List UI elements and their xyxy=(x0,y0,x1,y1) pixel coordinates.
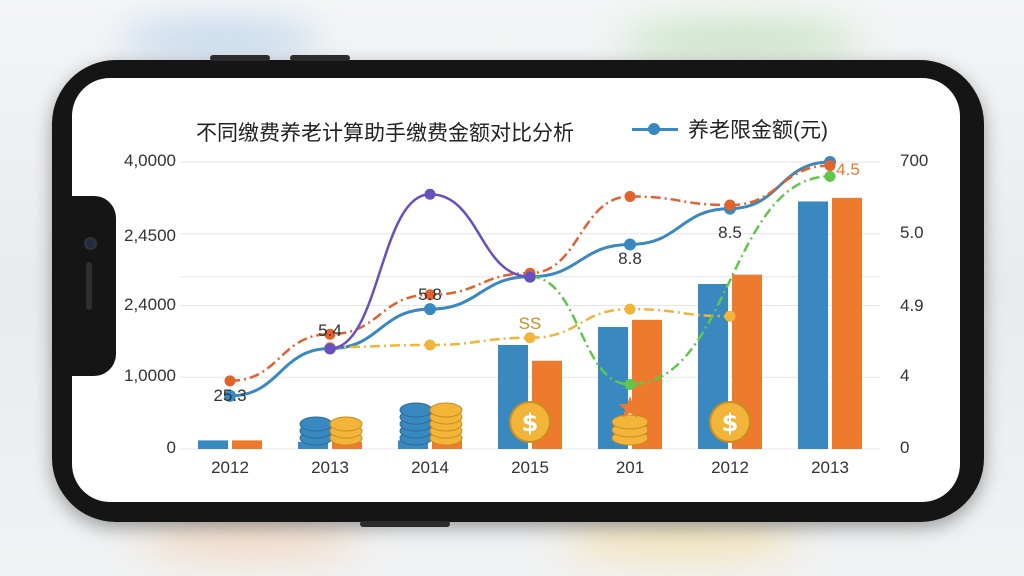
x-axis-tick-label: 2013 xyxy=(811,458,849,477)
data-label: 5.4 xyxy=(318,320,342,340)
series-point xyxy=(624,303,636,315)
series-point xyxy=(624,238,636,251)
data-label: 8.8 xyxy=(618,249,642,269)
background-blur-blob xyxy=(140,520,360,560)
data-label: 4.5 xyxy=(836,159,860,179)
y-axis-tick-label: 1,0000 xyxy=(124,366,176,386)
chart-legend: 养老限金额(元) xyxy=(632,114,828,144)
series-point xyxy=(524,332,536,344)
coin-stack-icon xyxy=(399,402,433,418)
x-axis-tick-label: 2012 xyxy=(711,458,749,477)
x-axis-tick-label: 201 xyxy=(615,458,645,477)
dollar-coin-icon xyxy=(509,401,551,443)
data-label: 25.3 xyxy=(213,385,247,405)
data-label: 5.8 xyxy=(418,285,442,305)
x-axis-tick-label: 2014 xyxy=(411,458,449,477)
y2-axis-tick-label: 0 xyxy=(900,438,910,457)
series-point xyxy=(724,310,736,322)
series-point xyxy=(724,199,736,211)
y2-axis-tick-label: 4 xyxy=(900,366,910,386)
series-point xyxy=(624,190,636,202)
series-point xyxy=(424,289,436,301)
phone-side-button xyxy=(290,55,350,61)
x-axis-tick-label: 2012 xyxy=(211,458,249,477)
y-axis-tick-label: 4,0000 xyxy=(124,151,176,170)
y-axis-tick-label: 2,4500 xyxy=(124,226,176,246)
y2-axis-tick-label: 4.9 xyxy=(900,295,924,315)
y-axis-tick-label: 0 xyxy=(166,438,176,457)
y-axis-tick-label: 2,4000 xyxy=(124,294,176,314)
data-label: 8.5 xyxy=(718,222,742,242)
y2-axis-tick-label: 5.0 xyxy=(900,222,924,242)
series-point xyxy=(824,160,836,172)
series-point xyxy=(224,389,236,402)
series-line xyxy=(529,175,831,386)
bar xyxy=(832,197,862,449)
series-point xyxy=(424,339,436,351)
series-point xyxy=(224,375,236,387)
series-point xyxy=(524,271,536,283)
phone-side-button xyxy=(210,55,270,61)
dollar-coin-icon: $ xyxy=(722,409,739,437)
coin-stack-icon xyxy=(299,416,333,432)
bar xyxy=(298,441,328,449)
data-label: SS xyxy=(518,313,542,333)
bar xyxy=(198,440,228,449)
background-blur-blob xyxy=(620,20,860,60)
legend-label: 养老限金额(元) xyxy=(688,119,828,142)
series-point xyxy=(424,188,436,200)
coin-stack-icon xyxy=(429,402,463,418)
legend-line-marker xyxy=(632,121,678,137)
star-coin-icon xyxy=(618,396,642,418)
background-blur-blob xyxy=(560,520,800,560)
dollar-coin-icon: $ xyxy=(522,409,539,437)
series-point xyxy=(624,378,636,390)
front-camera-icon xyxy=(84,237,97,250)
bar xyxy=(798,201,828,449)
dollar-coin-icon xyxy=(709,401,751,443)
phone-side-button xyxy=(360,521,450,527)
star-coin-icon xyxy=(611,414,649,430)
background-blur-blob xyxy=(120,20,320,60)
speaker-grille xyxy=(86,262,92,310)
y2-axis-tick-label: 700 xyxy=(900,151,929,170)
series-point xyxy=(324,343,336,355)
x-axis-tick-label: 2015 xyxy=(511,458,549,477)
x-axis-tick-label: 2013 xyxy=(311,458,349,477)
bar xyxy=(232,440,262,449)
coin-stack-icon xyxy=(329,416,363,432)
chart-title: 不同缴费养老计算助手缴费金额对比分析 xyxy=(196,122,574,145)
series-point xyxy=(824,170,836,182)
series-point xyxy=(424,303,436,316)
series-point xyxy=(324,328,336,340)
